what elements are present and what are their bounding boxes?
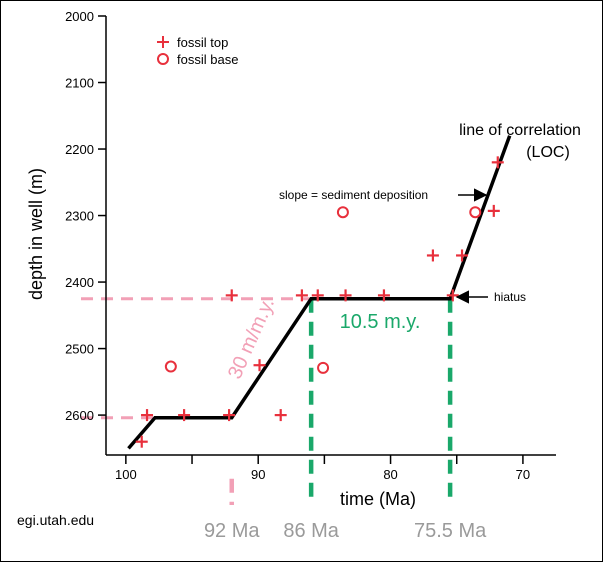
fossil-top-point (178, 409, 191, 422)
credit-text: egi.utah.edu (17, 512, 94, 528)
y-axis-label: depth in well (m) (26, 168, 46, 300)
slope-rate-label: 30 m/m.y. (224, 295, 279, 383)
y-ticks: 2000 2100 2200 2300 2400 2500 2600 (65, 9, 106, 423)
x-ticks: 100 90 80 70 (115, 455, 530, 482)
x-tick-label: 80 (383, 467, 397, 482)
legend-circle-marker (157, 53, 169, 65)
fossil-top-point (135, 435, 148, 448)
x-tick-label: 70 (516, 467, 530, 482)
fossil-base-point (469, 206, 482, 219)
time-marker-labels: 92 Ma 86 Ma 75.5 Ma (204, 520, 487, 542)
axes (105, 16, 556, 456)
y-tick-label: 2300 (65, 209, 94, 224)
legend: fossil top fossil base (157, 35, 238, 67)
fossil-top-point (426, 249, 439, 262)
fossil-base-point (317, 361, 330, 374)
y-tick-label: 2000 (65, 9, 94, 24)
x-tick-label: 100 (115, 467, 137, 482)
time-marker-label: 92 Ma (204, 520, 260, 542)
fossil-base-point (336, 206, 349, 219)
hiatus-note: hiatus (494, 290, 526, 304)
y-tick-label: 2200 (65, 142, 94, 157)
fossil-top-point (377, 289, 390, 302)
legend-label-fossil-base: fossil base (177, 52, 238, 67)
legend-plus-marker (157, 36, 169, 48)
fossil-top-point (223, 409, 236, 422)
hiatus-duration-label: 10.5 m.y. (340, 311, 421, 333)
fossil-top-point (253, 359, 266, 372)
line-of-correlation (127, 135, 512, 450)
y-tick-label: 2100 (65, 76, 94, 91)
y-tick-label: 2500 (65, 342, 94, 357)
loc-label-line-2: (LOC) (526, 144, 570, 161)
fossil-top-point (225, 289, 238, 302)
fossil-top-point (456, 249, 469, 262)
fossil-top-point (141, 409, 154, 422)
time-marker-label: 75.5 Ma (414, 520, 487, 542)
fossil-top-point (491, 156, 504, 169)
fossil-base-point (164, 360, 177, 373)
fossil-top-point (311, 289, 324, 302)
fossil-top-point (339, 289, 352, 302)
x-tick-label: 90 (251, 467, 265, 482)
time-marker-label: 86 Ma (283, 520, 339, 542)
legend-label-fossil-top: fossil top (177, 35, 228, 50)
x-axis-label: time (Ma) (340, 489, 416, 509)
fossil-top-point (295, 289, 308, 302)
fossil-top-point (487, 204, 500, 217)
loc-polyline (127, 135, 512, 450)
y-tick-label: 2400 (65, 275, 94, 290)
slope-note: slope = sediment deposition (279, 188, 428, 202)
fossil-top-point (274, 409, 287, 422)
loc-label-line-1: line of correlation (459, 122, 581, 139)
fossil-points (135, 156, 504, 448)
y-tick-label: 2600 (65, 408, 94, 423)
